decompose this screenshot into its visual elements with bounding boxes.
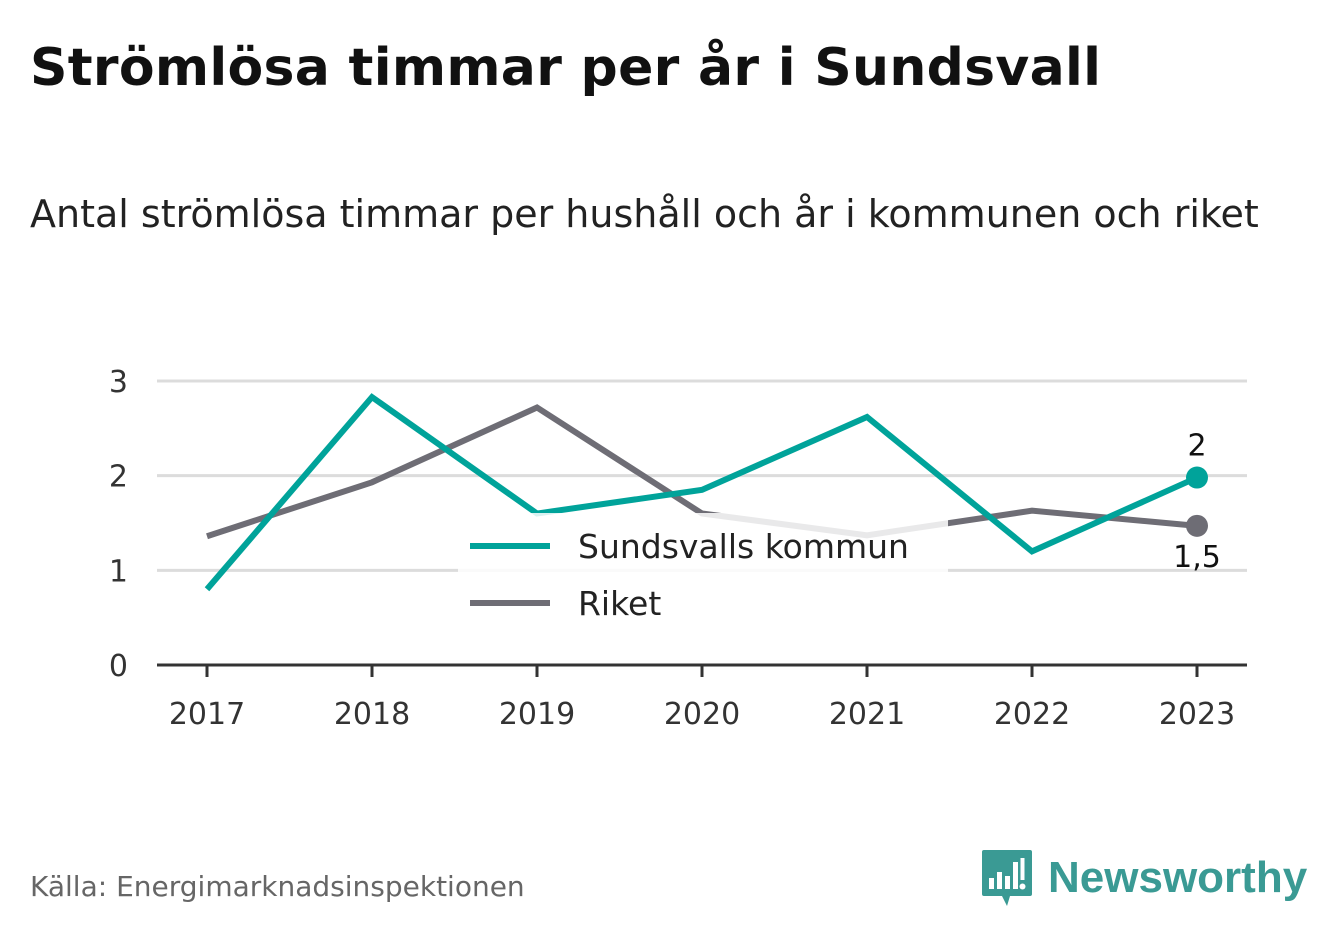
axis-layer: 0 1 2 3 2017 2018 2019 2020 2021 2022 2023 [109, 365, 1247, 732]
x-tick-label: 2022 [994, 697, 1070, 732]
x-tick-label: 2019 [499, 697, 575, 732]
chart-subtitle: Antal strömlösa timmar per hushåll och å… [30, 192, 1259, 236]
data-label: 1,5 [1173, 540, 1221, 575]
x-tick-label: 2018 [334, 697, 410, 732]
brand-name: Newsworthy [1048, 853, 1308, 902]
label-layer: 21,5 [1173, 429, 1221, 575]
y-tick-label: 1 [109, 554, 128, 589]
x-tick-label: 2021 [829, 697, 905, 732]
y-tick-label: 3 [109, 365, 128, 400]
brand-logo[interactable]: Newsworthy [980, 848, 1307, 908]
x-tick-label: 2017 [169, 697, 245, 732]
legend-label: Riket [578, 584, 661, 623]
data-label: 2 [1187, 429, 1206, 464]
series-line-sundsvall [204, 393, 1199, 592]
y-tick-label: 2 [109, 460, 128, 495]
chart-title: Strömlösa timmar per år i Sundsvall [30, 38, 1102, 98]
x-tick-label: 2023 [1159, 697, 1235, 732]
y-tick-label: 0 [109, 649, 128, 684]
legend-label: Sundsvalls kommun [578, 527, 909, 566]
x-tick-label: 2020 [664, 697, 740, 732]
bar-chart-speech-bubble-icon [982, 850, 1032, 906]
legend: Sundsvalls kommun Riket [458, 513, 948, 623]
end-point-sundsvall [1186, 466, 1208, 489]
source-note: Källa: Energimarknadsinspektionen [30, 870, 525, 903]
end-point-riket [1186, 514, 1208, 537]
